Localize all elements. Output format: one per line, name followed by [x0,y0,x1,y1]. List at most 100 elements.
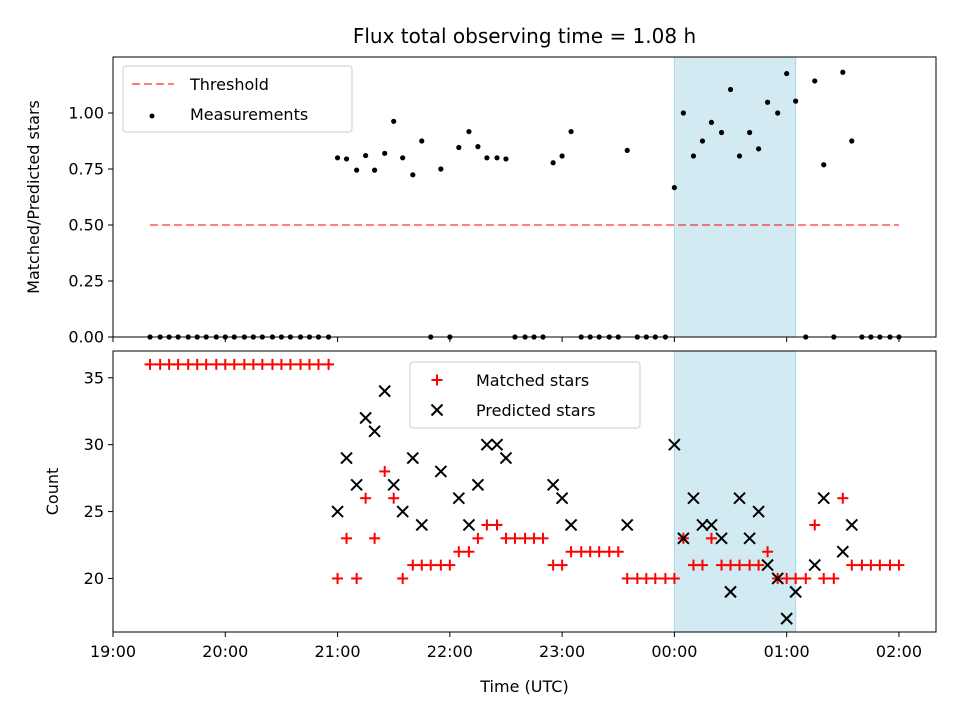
matched-stars-points [144,358,905,584]
matched-star-point [809,519,821,531]
measurement-point [550,160,556,166]
top-legend: Threshold Measurements [122,65,353,133]
top-y-tick-label: 1.00 [68,104,104,123]
legend-measurements-label: Measurements [190,105,308,124]
matched-star-point [893,559,905,571]
measurement-point [849,138,855,144]
measurement-point [727,86,734,93]
bottom-y-tick-label: 35 [84,368,104,387]
measurement-point [821,162,827,168]
legend-measurements-swatch [149,113,155,119]
matched-star-point [556,559,568,571]
measurement-point [699,138,706,144]
predicted-star-point [743,532,756,545]
bottom-observing-window-shade [673,350,797,633]
matched-star-point [388,492,400,504]
measurement-point [671,184,677,191]
legend-predicted-swatch [430,403,444,417]
predicted-star-point [817,491,830,505]
measurement-point [456,144,462,151]
predicted-star-point [808,558,821,572]
matched-star-point [593,546,605,558]
predicted-star-point [490,438,504,451]
legend-matched-swatch [431,374,443,386]
predicted-star-point [415,518,428,532]
predicted-star-point [668,438,681,451]
matched-star-point [565,546,577,558]
matched-star-point [874,559,886,571]
predicted-star-point [331,505,344,518]
predicted-star-point [771,572,784,585]
matched-star-point [341,532,353,544]
measurement-point [812,78,818,84]
bottom-axes-border [112,350,937,633]
predicted-star-point [733,491,746,505]
matched-star-point [612,546,624,558]
measurement-point [382,150,388,156]
bottom-y-axis-label: Count [43,468,62,516]
matched-star-point [734,559,746,571]
matched-star-point [828,572,840,584]
matched-star-point [425,559,437,571]
top-panel: 0.00 0.25 0.50 0.75 1.00 Flux total observin… [24,24,937,347]
chart-title: Flux total observing time = 1.08 h [353,24,696,48]
measurement-point [503,156,509,162]
x-axis-label: Time (UTC) [479,677,568,696]
predicted-star-point [761,558,774,572]
measurement-point [475,144,481,150]
legend-matched-label: Matched stars [476,371,589,390]
matched-star-point [509,532,521,544]
predicted-star-point [340,451,353,465]
matched-star-point [200,358,212,370]
measurement-point [747,129,753,136]
predicted-star-point [462,518,476,532]
matched-star-point [818,572,830,584]
top-measurement-points [147,69,902,340]
bottom-y-tick-label: 30 [84,435,104,454]
top-y-tick-label: 0.50 [68,216,104,235]
measurement-point [568,128,574,135]
bottom-shaded-region [673,350,797,633]
predicted-star-point [350,478,363,492]
top-y-tick-label: 0.00 [68,328,104,347]
predicted-star-point [845,518,858,532]
matched-star-point [790,572,802,584]
measurement-point [736,153,743,159]
predicted-star-point [406,451,419,465]
matched-star-point [144,358,156,370]
predicted-star-point [705,518,718,532]
predicted-star-point [687,491,700,505]
matched-star-point [332,572,344,584]
measurement-point [484,155,490,161]
measurement-point [438,166,444,172]
matched-star-point [696,559,708,571]
top-legend-box [122,65,353,133]
matched-star-point [537,532,549,544]
bottom-x-ticks: 19:00 20:00 21:00 22:00 23:00 00:00 01:00 02:00 [90,632,922,661]
predicted-star-point [724,585,737,599]
matched-star-point [846,559,858,571]
matched-star-point [444,559,456,571]
predicted-star-point [471,478,485,492]
predicted-star-point [452,491,466,505]
matched-star-point [649,572,661,584]
predicted-star-point [359,411,372,425]
predicted-star-point [621,518,634,532]
top-x-ticks [112,337,900,342]
matched-star-point [705,532,717,544]
x-tick-label: 00:00 [651,642,697,661]
legend-x-marker [430,403,444,417]
predicted-star-point [696,518,709,532]
predicted-star-point [677,532,690,545]
x-tick-label: 20:00 [202,642,248,661]
measurement-point [343,156,350,162]
top-y-axis-label: Matched/Predicted stars [24,100,43,294]
top-axes-border [112,56,937,338]
predicted-star-point [715,532,728,545]
top-axes-frame [112,56,937,338]
legend-plus-marker [431,374,443,386]
bottom-legend-box [409,361,641,429]
matched-star-point [323,358,335,370]
bottom-y-tick-label: 20 [84,569,104,588]
